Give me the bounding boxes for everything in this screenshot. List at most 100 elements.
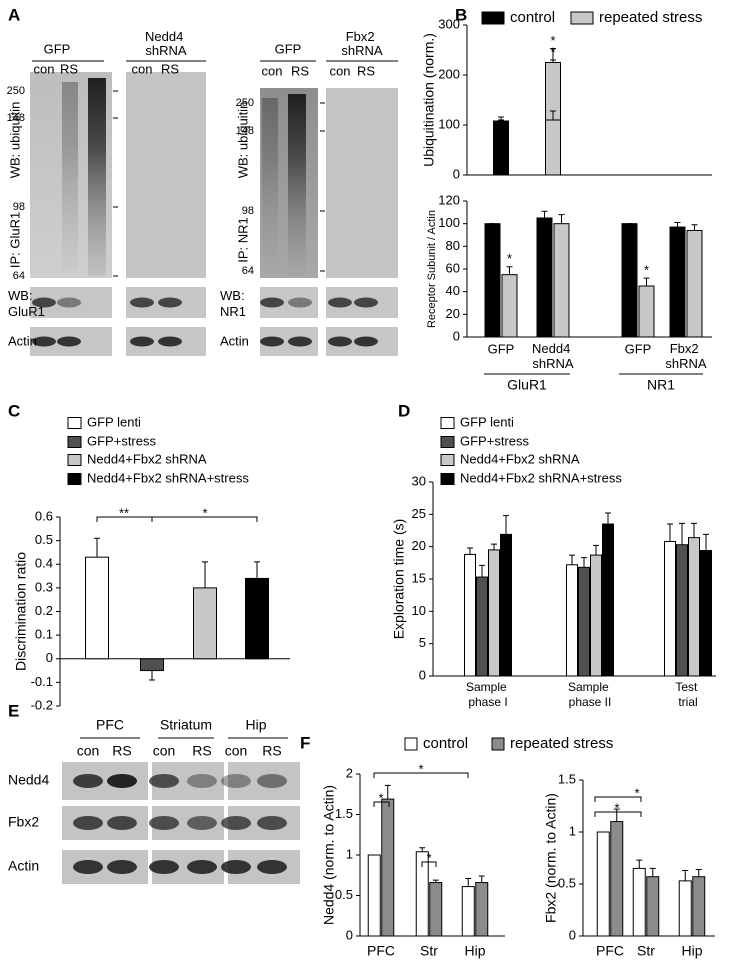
x-tick-label: Fbx2 shRNA xyxy=(665,341,707,371)
legend-label: GFP lenti xyxy=(460,414,514,429)
blot-band xyxy=(187,774,217,788)
lane-label: con xyxy=(225,743,248,759)
legend-label: Nedd4+Fbx2 shRNA xyxy=(87,451,207,466)
y-label: IP: GluR1 xyxy=(7,212,22,268)
legend-label: control xyxy=(510,9,555,26)
blot-band xyxy=(149,774,179,788)
x-tick-label: Hip xyxy=(681,943,702,959)
marker-label: 148 xyxy=(236,125,254,137)
significance-label: * xyxy=(634,785,639,800)
marker-label: 64 xyxy=(13,270,25,282)
significance-label: * xyxy=(644,263,649,278)
blot-band xyxy=(107,816,137,830)
legend-swatch xyxy=(440,454,455,466)
lane-label: con xyxy=(132,61,153,76)
row-label: Nedd4 xyxy=(8,772,49,788)
significance-label: ** xyxy=(119,505,129,520)
y-tick-label: 200 xyxy=(438,66,460,81)
error-bar xyxy=(149,670,155,681)
error-bar xyxy=(581,557,587,568)
group-label: GFP xyxy=(44,41,71,56)
bar xyxy=(678,880,692,937)
significance-bracket xyxy=(421,861,437,867)
y-label: WB: ubiquitin xyxy=(7,102,22,179)
error-bar xyxy=(558,214,565,224)
strip-label: Actin xyxy=(8,333,37,348)
blot-band xyxy=(149,860,179,874)
y-tick-label: 0 xyxy=(453,328,460,343)
y-axis-label: Fbx2 (norm. to Actin) xyxy=(543,793,559,923)
x-tick-label: Str xyxy=(637,943,655,959)
strip-label: Actin xyxy=(220,333,249,348)
error-bar xyxy=(419,847,426,852)
significance-bracket xyxy=(373,772,469,778)
text-line: Nedd4 xyxy=(145,29,187,44)
y-tick-label: 0.5 xyxy=(335,887,353,902)
bar xyxy=(688,537,700,677)
blot-band xyxy=(288,336,312,347)
error-bar xyxy=(550,110,556,120)
y-tick-label: 25 xyxy=(412,506,426,521)
text-line: WB: xyxy=(220,288,248,303)
y-tick-label: 20 xyxy=(412,538,426,553)
blot-band xyxy=(107,860,137,874)
blot-band xyxy=(328,336,352,347)
y-tick-label: 1 xyxy=(346,846,353,861)
bar xyxy=(536,217,553,338)
x-tick-label: Sample phase I xyxy=(466,680,510,709)
error-bar xyxy=(682,869,689,881)
text-line: Sample xyxy=(568,680,612,694)
significance-label: * xyxy=(378,790,383,805)
y-tick-label: 0.1 xyxy=(35,627,53,642)
blot-background xyxy=(126,72,206,278)
text-line: NR1 xyxy=(220,304,246,319)
marker-label: 250 xyxy=(7,85,25,97)
strip-label: WB: GluR1 xyxy=(8,288,45,319)
y-tick-label: 20 xyxy=(446,306,460,321)
significance-bracket xyxy=(594,811,642,817)
blot-smear xyxy=(262,98,278,270)
legend-label: control xyxy=(423,735,468,752)
lane-label: RS xyxy=(112,743,131,759)
legend-swatch xyxy=(570,11,594,25)
bar xyxy=(590,554,602,677)
bar xyxy=(545,119,561,176)
panel-letter: A xyxy=(8,5,20,24)
y-tick-label: 5 xyxy=(419,635,426,650)
blot-band xyxy=(260,297,284,308)
error-bar xyxy=(94,537,100,558)
bar xyxy=(475,882,489,937)
blot-band xyxy=(257,816,287,830)
x-tick-label: PFC xyxy=(367,943,395,959)
bar xyxy=(484,223,501,338)
lane-label: con xyxy=(330,63,351,78)
bar xyxy=(501,274,518,338)
tissue-label: Hip xyxy=(245,717,266,733)
significance-label: * xyxy=(426,850,431,865)
significance-label: * xyxy=(202,505,207,520)
y-tick-label: 0.6 xyxy=(35,508,53,523)
blot-band xyxy=(288,297,312,308)
group-label: GFP xyxy=(275,41,302,56)
text-line: phase II xyxy=(569,695,612,709)
lane-label: RS xyxy=(161,61,179,76)
lane-label: con xyxy=(262,63,283,78)
y-tick-label: 40 xyxy=(446,283,460,298)
blot-smear xyxy=(88,78,106,276)
y-tick-label: 0.5 xyxy=(35,532,53,547)
y-tick-label: 1.5 xyxy=(335,806,353,821)
blot-band xyxy=(158,297,182,308)
error-bar xyxy=(384,784,391,800)
text-line: GluR1 xyxy=(8,304,45,319)
text-line: Sample xyxy=(466,680,510,694)
lane-label: con xyxy=(153,743,176,759)
error-bar xyxy=(202,561,208,588)
y-axis-label: Ubiquitination (norm.) xyxy=(421,33,437,167)
tissue-label: Striatum xyxy=(160,717,212,733)
blot-band xyxy=(57,297,81,308)
panel-letter: B xyxy=(455,5,467,24)
legend-label: GFP+stress xyxy=(87,433,156,448)
bar xyxy=(596,831,610,937)
significance-label: * xyxy=(614,800,619,815)
